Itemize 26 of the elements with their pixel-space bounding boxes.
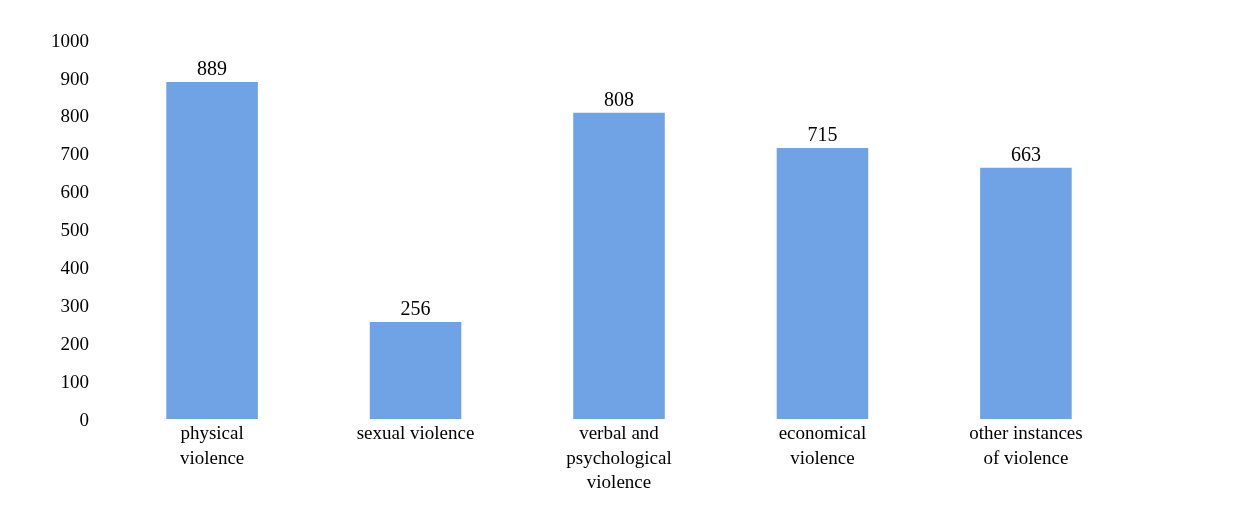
data-label: 715 (807, 123, 838, 146)
x-tick-label: economical violence (778, 422, 867, 468)
x-tick-label: physical violence (179, 422, 245, 468)
data-label: 663 (1010, 142, 1041, 165)
bar (369, 321, 462, 419)
y-tick-label: 100 (60, 370, 89, 392)
bar (980, 167, 1072, 419)
x-tick-label: verbal and psychological violence (566, 422, 672, 493)
y-tick-label: 300 (60, 294, 89, 316)
bar (573, 112, 665, 419)
y-tick-label: 800 (60, 105, 89, 127)
x-tick-label: other instances of violence (969, 422, 1083, 468)
y-tick-label: 900 (60, 67, 89, 89)
y-tick-label: 600 (60, 181, 89, 203)
x-tick-label: sexual violence (356, 422, 475, 443)
bar (776, 148, 869, 419)
y-tick-label: 1000 (51, 29, 89, 51)
y-tick-label: 700 (60, 143, 89, 165)
bar (166, 82, 258, 419)
y-tick-label: 0 (79, 408, 89, 430)
data-label: 808 (604, 87, 634, 110)
data-label: 889 (197, 57, 228, 80)
y-tick-label: 400 (60, 257, 89, 279)
y-tick-label: 200 (60, 332, 89, 354)
data-label: 256 (400, 296, 431, 319)
y-tick-label: 500 (60, 219, 89, 241)
